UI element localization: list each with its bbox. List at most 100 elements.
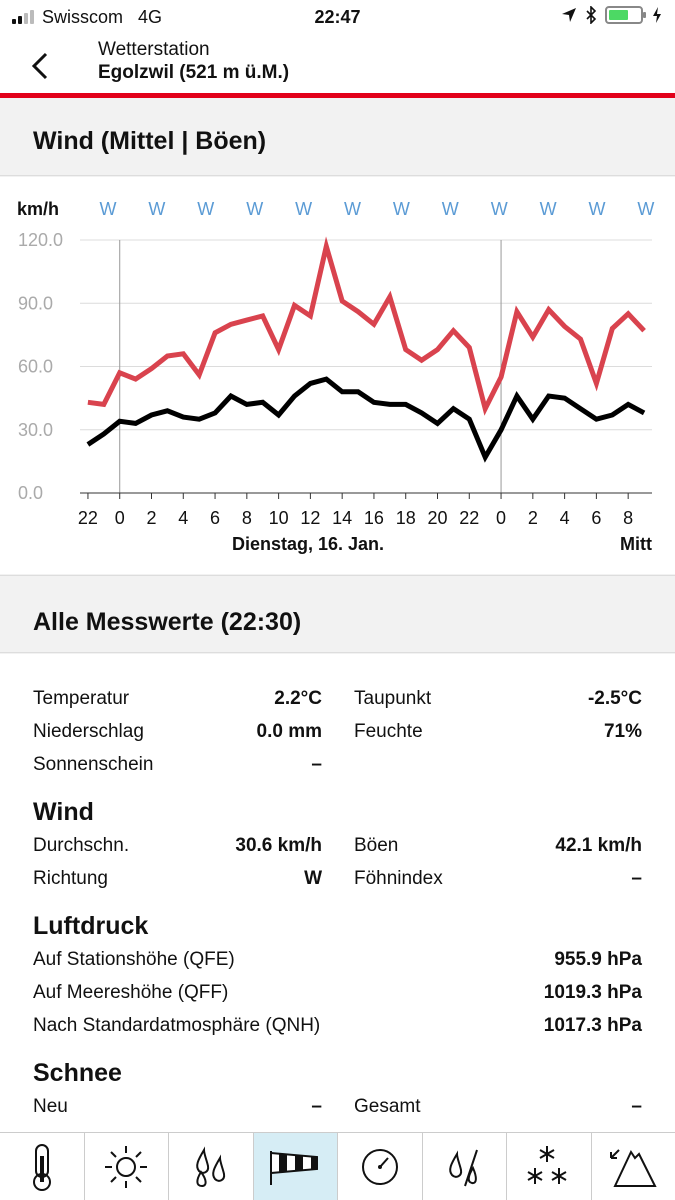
unit-label: km/h (17, 199, 59, 219)
battery-icon (605, 6, 646, 24)
tab-humidity[interactable] (423, 1133, 507, 1200)
humidity-icon (449, 1149, 479, 1186)
station-title: Egolzwil (521 m ü.M.) (98, 62, 290, 83)
wind-direction-label: W (540, 199, 557, 219)
x-tick-label: 8 (242, 508, 252, 528)
y-tick-label: 120.0 (18, 230, 63, 250)
location-icon (562, 8, 576, 22)
wind-chart[interactable]: km/h W W W W W W W W W W W W 0.0 30.0 60.0 90.0 120.0 22 0 2… (0, 177, 675, 574)
wind-direction-label: W (197, 199, 214, 219)
clock: 22:47 (314, 7, 361, 27)
wind-direction-label: W (246, 199, 263, 219)
x-tick-label: 2 (528, 508, 538, 528)
y-tick-label: 30.0 (18, 420, 53, 440)
thermometer-icon (32, 1143, 51, 1191)
wind-direction-value: W (304, 868, 322, 889)
y-tick-label: 60.0 (18, 357, 53, 377)
tab-precipitation[interactable] (169, 1133, 254, 1200)
x-tick-label: 18 (396, 508, 416, 528)
wind-section-title: Wind (Mittel | Böen) (0, 103, 675, 176)
temperature-label: Temperatur (33, 688, 130, 709)
humidity-value: 71% (603, 721, 642, 742)
raindrops-icon (195, 1145, 225, 1187)
tab-wind[interactable] (253, 1133, 338, 1200)
tab-snow[interactable] (507, 1133, 592, 1200)
wind-direction-label: W (637, 199, 654, 219)
x-tick-label: 2 (146, 508, 156, 528)
snow-total-label: Gesamt (354, 1096, 421, 1117)
x-tick-label: 14 (332, 508, 352, 528)
qfe-label: Auf Stationshöhe (QFE) (33, 949, 235, 970)
temperature-value: 2.2°C (274, 688, 322, 709)
date-label: Mitt (620, 534, 652, 554)
foehn-index-value: – (631, 868, 642, 889)
gust-series-line (87, 236, 646, 416)
wind-mean-value: 30.6 km/h (235, 835, 322, 856)
x-tick-label: 4 (560, 508, 570, 528)
status-icons (561, 6, 663, 24)
precipitation-label: Niederschlag (33, 721, 144, 742)
wind-direction-label: W (393, 199, 410, 219)
x-tick-label: 8 (623, 508, 633, 528)
wind-direction-label: W (100, 199, 117, 219)
chevron-left-icon (31, 52, 48, 80)
network-label: 4G (138, 7, 163, 27)
pressure-group-title: Luftdruck (33, 912, 149, 940)
snow-group-title: Schnee (33, 1059, 122, 1087)
wind-direction-label: W (589, 199, 606, 219)
mountain-icon (610, 1148, 657, 1187)
qff-label: Auf Meereshöhe (QFF) (33, 982, 229, 1003)
wind-group-title: Wind (33, 798, 94, 826)
qfe-value: 955.9 hPa (554, 949, 642, 970)
x-tick-label: 16 (364, 508, 384, 528)
wind-direction-label: W (148, 199, 165, 219)
wind-direction-label: Richtung (33, 868, 108, 889)
tab-pressure[interactable] (338, 1133, 423, 1200)
nav-header: Wetterstation Egolzwil (521 m ü.M.) (0, 36, 675, 98)
tab-mountain[interactable] (592, 1133, 675, 1200)
qnh-label: Nach Standardatmosphäre (QNH) (33, 1015, 321, 1036)
y-tick-label: 90.0 (18, 293, 53, 313)
wind-gust-label: Böen (354, 835, 399, 856)
dewpoint-value: -2.5°C (587, 688, 642, 709)
tab-temperature[interactable] (0, 1133, 85, 1200)
x-tick-label: 6 (210, 508, 220, 528)
x-tick-label: 22 (459, 508, 479, 528)
x-tick-label: 22 (78, 508, 98, 528)
x-tick-label: 6 (591, 508, 601, 528)
status-bar: Swisscom 4G 22:47 (0, 0, 675, 36)
dewpoint-label: Taupunkt (354, 688, 432, 709)
bottom-tab-bar (0, 1132, 675, 1200)
pressure-gauge-icon (361, 1148, 398, 1185)
x-tick-label: 0 (115, 508, 125, 528)
charging-icon (653, 7, 661, 23)
wind-gust-value: 42.1 km/h (555, 835, 642, 856)
y-tick-label: 0.0 (18, 483, 43, 503)
wind-direction-label: W (442, 199, 459, 219)
signal-strength-icon (12, 10, 34, 24)
tab-sunshine[interactable] (85, 1133, 169, 1200)
wind-direction-label: W (344, 199, 361, 219)
sunshine-label: Sonnenschein (33, 754, 154, 775)
station-subtitle: Wetterstation (98, 39, 210, 60)
humidity-label: Feuchte (354, 721, 423, 742)
back-button[interactable] (22, 46, 62, 86)
wind-direction-label: W (491, 199, 508, 219)
x-tick-label: 10 (269, 508, 289, 528)
sun-icon (105, 1145, 148, 1188)
mean-series-line (86, 376, 646, 463)
snow-new-label: Neu (33, 1096, 68, 1117)
x-tick-label: 12 (300, 508, 320, 528)
sunshine-value: – (311, 754, 322, 775)
measurements-section-title: Alle Messwerte (22:30) (0, 575, 675, 653)
date-label: Dienstag, 16. Jan. (232, 534, 384, 554)
bluetooth-icon (586, 6, 597, 24)
snowflakes-icon (527, 1145, 567, 1184)
wind-direction-label: W (295, 199, 312, 219)
carrier-label: Swisscom 4G (42, 7, 163, 27)
snow-new-value: – (311, 1096, 322, 1117)
windsock-icon (270, 1150, 319, 1185)
wind-mean-label: Durchschn. (33, 835, 130, 856)
qnh-value: 1017.3 hPa (543, 1015, 642, 1036)
snow-total-value: – (631, 1096, 642, 1117)
